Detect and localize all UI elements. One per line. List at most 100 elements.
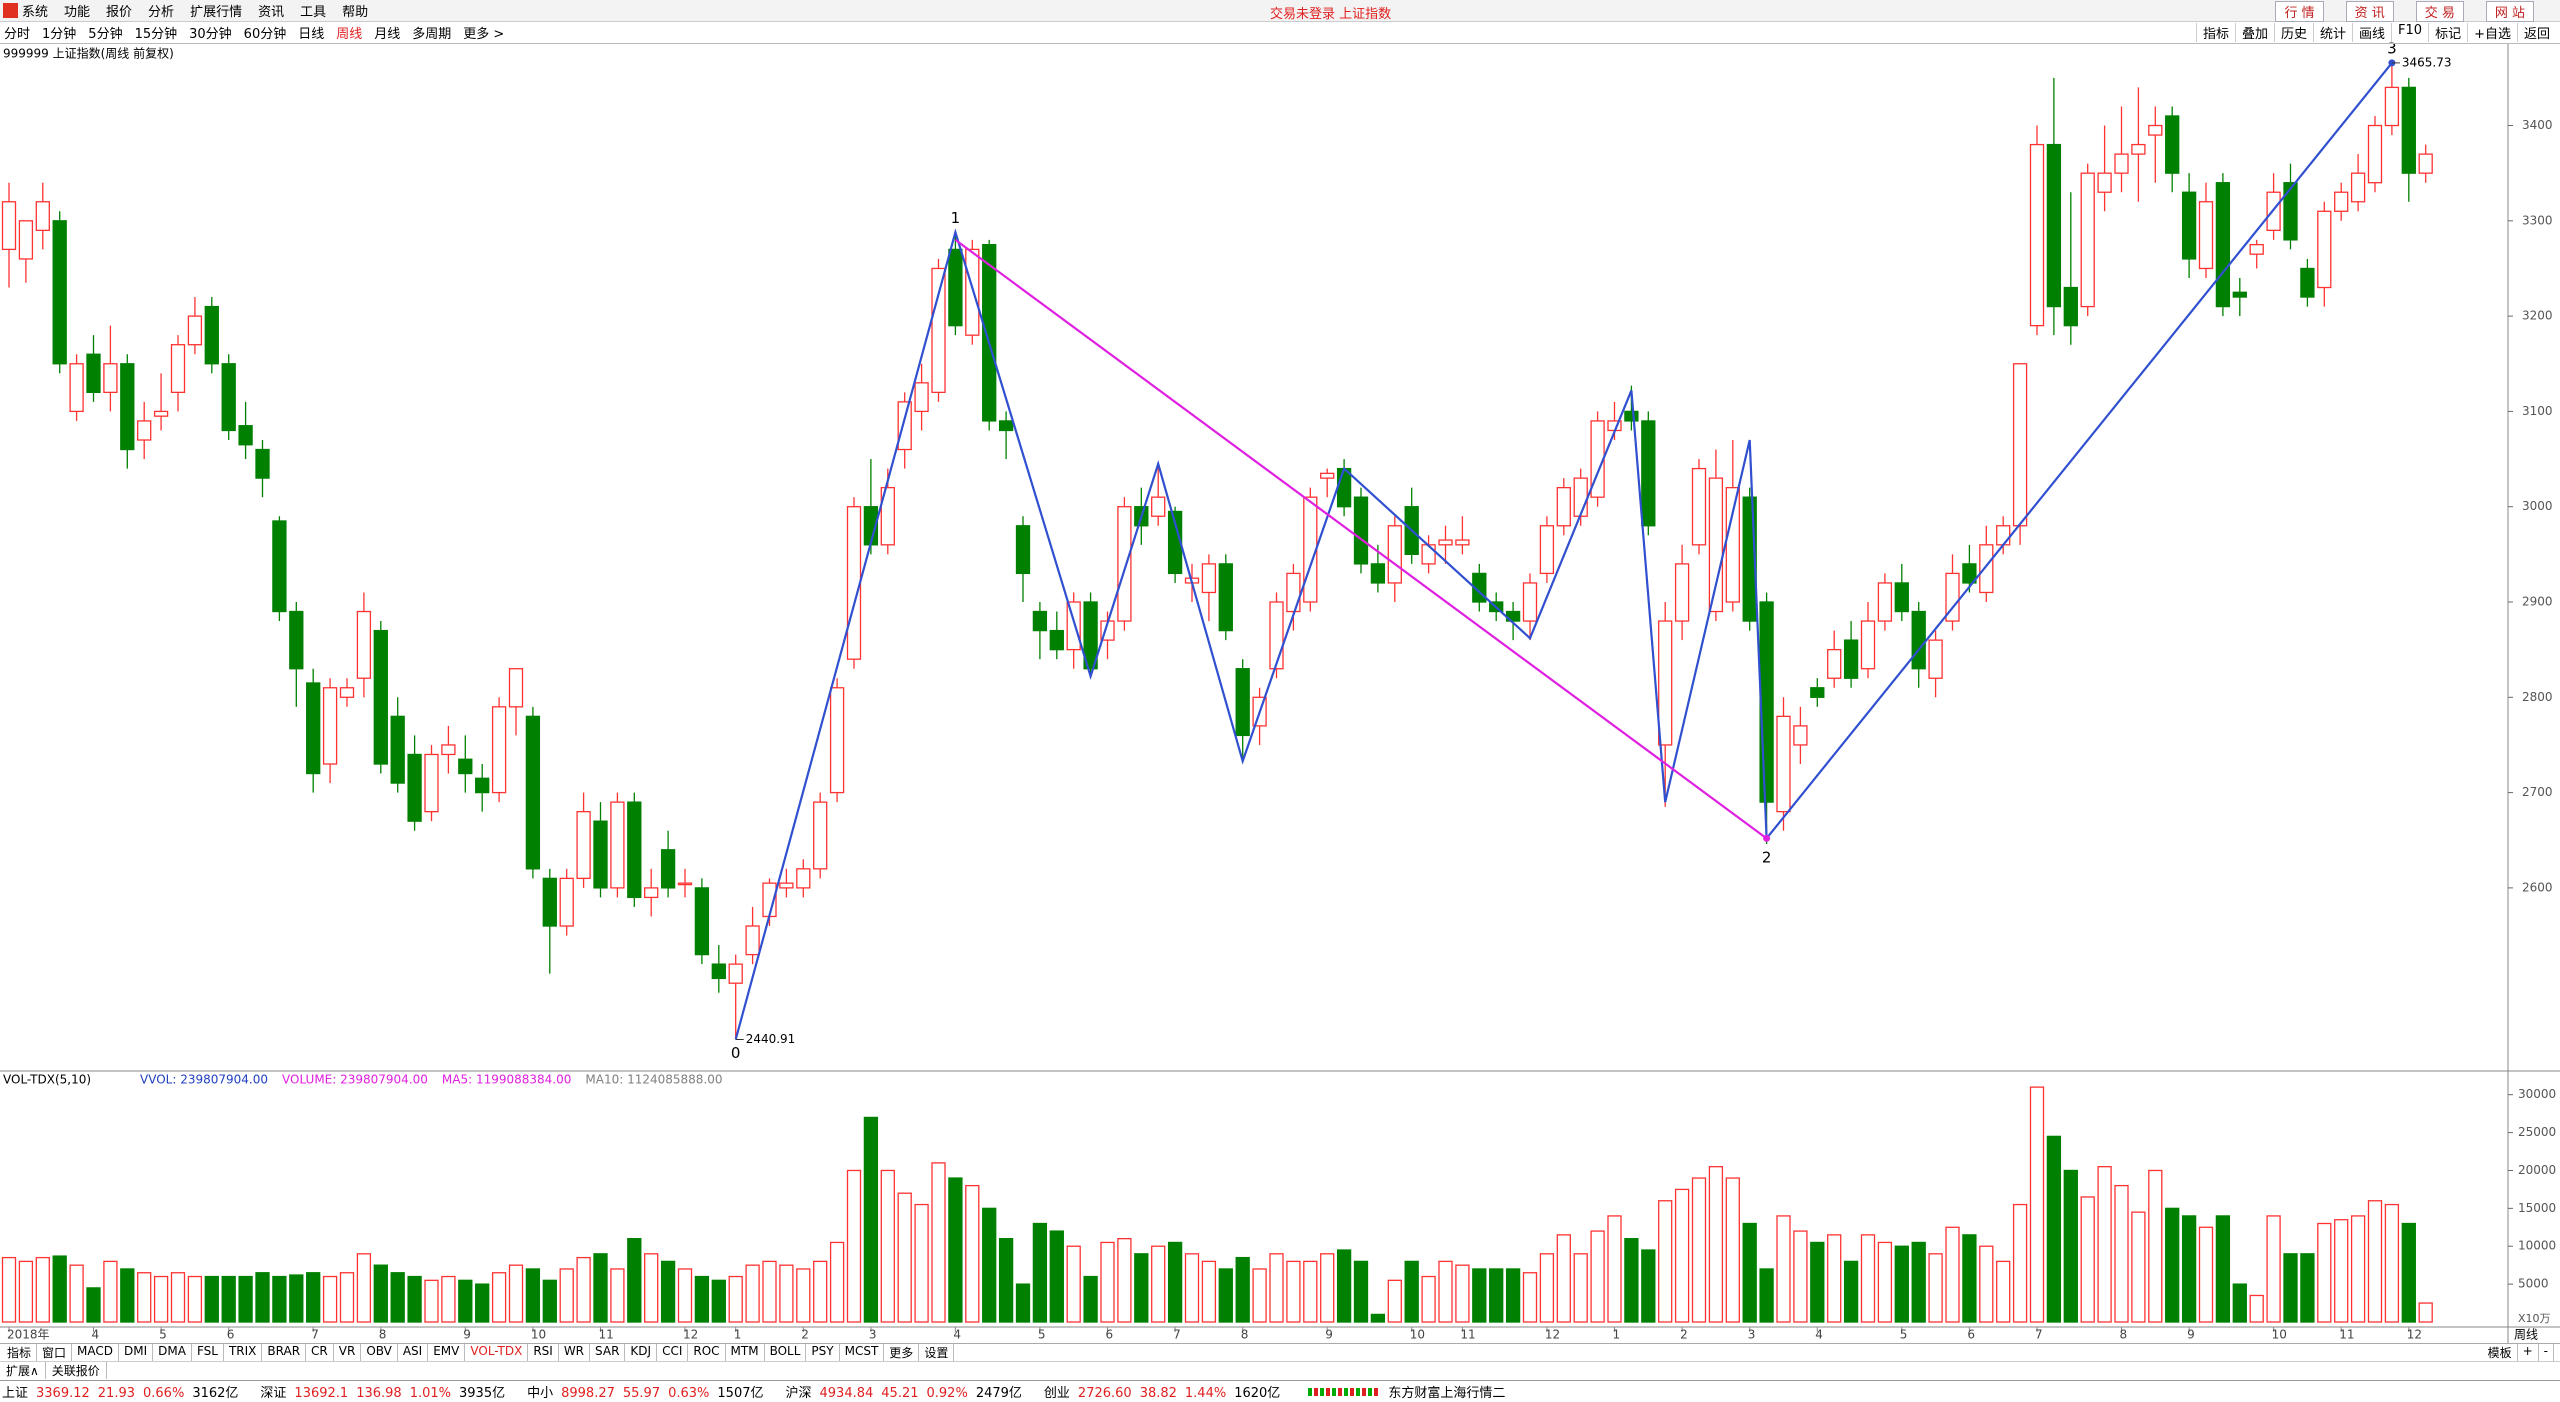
status-change: 21.93 — [97, 1386, 135, 1401]
period-button[interactable]: 月线 — [374, 27, 401, 42]
period-button[interactable]: 多周期 — [412, 27, 452, 42]
indicator-tab[interactable]: 指标 — [2, 1344, 38, 1361]
volume-bar — [1353, 1260, 1369, 1323]
period-button[interactable]: 分时 — [4, 27, 31, 42]
indicator-tab[interactable]: SAR — [590, 1344, 626, 1361]
top-button[interactable]: 行 情 — [2275, 1, 2324, 22]
y-tick-label: 25000 — [2518, 1125, 2556, 1139]
menu-item[interactable]: 分析 — [148, 5, 175, 20]
candle-body — [272, 520, 287, 613]
volume-bar — [1522, 1272, 1538, 1323]
period-button[interactable]: 1分钟 — [42, 27, 77, 42]
candle-body — [1725, 486, 1740, 603]
tool-button[interactable]: 标记 — [2428, 23, 2467, 42]
period-button[interactable]: 15分钟 — [134, 27, 178, 42]
volume-bar — [491, 1272, 507, 1323]
volume-bar — [762, 1260, 777, 1323]
volume-bar — [1151, 1245, 1166, 1323]
indicator-tab[interactable]: 窗口 — [37, 1344, 73, 1361]
indicator-tab[interactable]: FSL — [192, 1344, 224, 1361]
zoom-out[interactable]: - — [2539, 1344, 2554, 1361]
candle-body — [1573, 477, 1588, 517]
period-button[interactable]: 30分钟 — [189, 27, 232, 42]
menu-item[interactable]: 扩展行情 — [190, 5, 243, 20]
top-button[interactable]: 网 站 — [2485, 1, 2534, 22]
status-pct: 0.92% — [926, 1386, 968, 1401]
indicator-tab[interactable]: BRAR — [262, 1344, 307, 1361]
indicator-tab[interactable]: KDJ — [625, 1344, 658, 1361]
candle-body — [390, 715, 405, 784]
candle-body — [1962, 563, 1977, 584]
tool-button[interactable]: 统计 — [2313, 23, 2352, 42]
indicator-tab[interactable]: MTM — [726, 1344, 765, 1361]
tool-button[interactable]: F10 — [2391, 23, 2428, 42]
indicator-tab[interactable]: ROC — [688, 1344, 726, 1361]
top-button[interactable]: 资 讯 — [2345, 1, 2394, 22]
x-tick-label: 3 — [869, 1328, 877, 1342]
volume-bar — [2131, 1211, 2146, 1323]
indicator-tab[interactable]: MACD — [72, 1344, 120, 1361]
volume-bar — [542, 1279, 557, 1323]
candle-body — [1151, 496, 1166, 517]
menu-item[interactable]: 报价 — [106, 5, 133, 20]
indicator-tab[interactable]: EMV — [428, 1344, 466, 1361]
candle-body — [2080, 172, 2095, 308]
indicator-tab[interactable]: VR — [334, 1344, 362, 1361]
volume-bar — [2012, 1203, 2028, 1323]
indicator-tab[interactable]: ASI — [398, 1344, 429, 1361]
top-button[interactable]: 交 易 — [2415, 1, 2464, 22]
period-button[interactable]: 周线 — [336, 27, 363, 42]
indicator-tab[interactable]: CCI — [657, 1344, 689, 1361]
template[interactable]: 模板 — [2483, 1344, 2518, 1361]
extra-tab[interactable]: 扩展∧ — [0, 1362, 46, 1379]
volume-bar — [1421, 1275, 1436, 1323]
extra-tab[interactable]: 关联报价 — [46, 1362, 107, 1379]
volume-bar — [931, 1162, 946, 1323]
indicator-tab[interactable]: BOLL — [765, 1344, 807, 1361]
volume-bar — [711, 1279, 726, 1323]
tool-button[interactable]: +自选 — [2467, 23, 2517, 42]
indicator-tab[interactable]: DMA — [153, 1344, 192, 1361]
x-tick-label: 12 — [683, 1328, 698, 1342]
tool-button[interactable]: 返回 — [2516, 23, 2556, 42]
status-change: 38.82 — [1139, 1386, 1177, 1401]
candle-body — [1522, 582, 1538, 622]
indicator-tab[interactable]: DMI — [119, 1344, 154, 1361]
top-buttons: 行 情资 讯交 易网 站 — [2269, 1, 2550, 22]
zoom-in[interactable]: + — [2518, 1344, 2539, 1361]
volume-bar — [2384, 1203, 2400, 1323]
volume-bar — [120, 1268, 135, 1323]
indicator-tab[interactable]: 设置 — [919, 1344, 955, 1361]
menu-item[interactable]: 资讯 — [258, 5, 285, 20]
volume-bar — [1472, 1268, 1487, 1323]
candle-body — [137, 420, 152, 441]
period-button[interactable]: 5分钟 — [88, 27, 123, 42]
tool-button[interactable]: 指标 — [2195, 23, 2235, 42]
indicator-tab[interactable]: WR — [559, 1344, 591, 1361]
menu-item[interactable]: 帮助 — [342, 5, 369, 20]
indicator-tab[interactable]: CR — [306, 1344, 334, 1361]
indicator-tab[interactable]: MCST — [840, 1344, 885, 1361]
period-button[interactable]: 更多 > — [463, 27, 505, 42]
status-amount: 3935亿 — [459, 1386, 506, 1401]
menu-item[interactable]: 系统 — [22, 5, 49, 20]
menu-item[interactable]: 功能 — [64, 5, 91, 20]
candle-body — [322, 687, 338, 765]
indicator-tab[interactable]: VOL-TDX — [465, 1344, 529, 1361]
indicator-tab[interactable]: TRIX — [224, 1344, 263, 1361]
volume-bar — [170, 1272, 186, 1323]
tool-button[interactable]: 画线 — [2352, 23, 2391, 42]
period-button[interactable]: 日线 — [298, 27, 325, 42]
tool-button[interactable]: 历史 — [2273, 23, 2313, 42]
tool-button[interactable]: 叠加 — [2234, 23, 2274, 42]
menu-item[interactable]: 工具 — [300, 5, 327, 20]
indicator-tab[interactable]: OBV — [361, 1344, 398, 1361]
indicator-tab[interactable]: RSI — [528, 1344, 559, 1361]
candle-body — [627, 801, 642, 899]
indicator-tab[interactable]: 更多 — [884, 1344, 920, 1361]
volume-bar — [2401, 1222, 2416, 1323]
indicator-tab[interactable]: PSY — [806, 1344, 840, 1361]
volume-bar — [289, 1274, 304, 1323]
y-tick-label: 3000 — [2522, 499, 2553, 513]
period-button[interactable]: 60分钟 — [243, 27, 287, 42]
